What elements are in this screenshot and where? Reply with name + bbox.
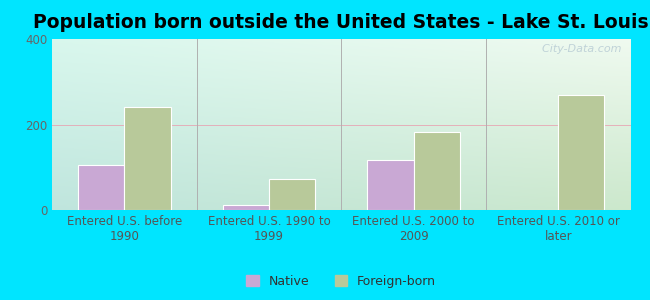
Text: City-Data.com: City-Data.com — [536, 44, 622, 54]
Title: Population born outside the United States - Lake St. Louis: Population born outside the United State… — [33, 13, 649, 32]
Bar — [367, 160, 413, 210]
Bar — [78, 165, 124, 210]
Bar — [413, 132, 460, 210]
Bar — [558, 95, 605, 210]
Bar — [223, 205, 269, 210]
Bar — [269, 179, 315, 210]
Bar — [124, 107, 170, 210]
Legend: Native, Foreign-born: Native, Foreign-born — [241, 270, 441, 293]
